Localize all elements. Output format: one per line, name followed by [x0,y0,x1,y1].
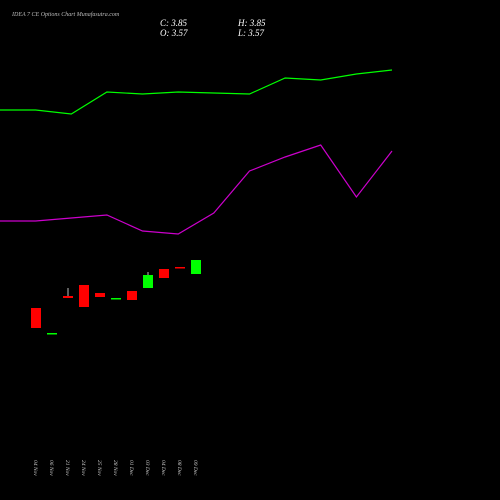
candle-body [31,308,41,328]
indicator-line [0,144,393,235]
x-tick-label: 25 Nov [96,460,102,476]
indicator-line [0,69,393,115]
x-tick-label: 21 Nov [64,460,70,476]
candle-body [175,267,185,269]
candle-body [127,291,137,300]
ohlc-key: O: [160,28,170,38]
ohlc-value: 3.85 [170,18,187,28]
ohlc-key: C: [160,18,169,28]
candle-body [191,260,201,274]
candle-body [47,333,57,335]
x-tick-label: 01 Dec [128,460,134,476]
x-tick-label: 04 Nov [32,460,39,476]
ohlc-key: H: [237,18,248,28]
candle-body [95,293,105,297]
x-tick-label: 24 Nov [80,460,87,476]
x-tick-label: 08 Dec [176,460,182,476]
candle-body [143,275,153,288]
x-tick-label: 06 Nov [48,460,54,476]
ohlc-key: L: [237,28,246,38]
ohlc-value: 3.57 [171,28,188,38]
ohlc-value: 3.57 [247,28,264,38]
x-tick-label: 04 Dec [160,460,167,476]
chart-title: IDEA 7 CE Options Chart Munafasutra.com [11,11,120,18]
x-tick-label: 03 Dec [144,460,150,476]
ohlc-label: O: 3.57 [160,28,188,38]
candle-body [79,285,89,307]
ohlc-label: C: 3.85 [160,18,188,28]
x-tick-label: 09 Dec [192,460,198,476]
candle-body [159,269,169,278]
candle-body [111,298,121,300]
candle-body [63,296,73,298]
ohlc-label: L: 3.57 [237,28,265,38]
ohlc-label: H: 3.85 [237,18,266,28]
ohlc-value: 3.85 [249,18,266,28]
x-tick-label: 28 Nov [112,460,118,476]
